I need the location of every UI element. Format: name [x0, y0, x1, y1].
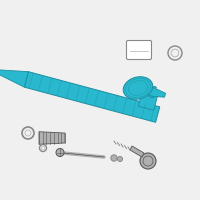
Circle shape: [118, 156, 122, 162]
Circle shape: [140, 153, 156, 169]
Ellipse shape: [123, 77, 153, 99]
Circle shape: [56, 148, 64, 156]
Polygon shape: [130, 146, 144, 157]
Polygon shape: [24, 72, 160, 122]
Polygon shape: [0, 70, 28, 87]
Circle shape: [111, 155, 117, 161]
Polygon shape: [140, 86, 157, 89]
Polygon shape: [138, 92, 157, 110]
Polygon shape: [140, 89, 154, 98]
Polygon shape: [148, 86, 166, 97]
Polygon shape: [39, 132, 65, 144]
FancyBboxPatch shape: [127, 40, 152, 60]
